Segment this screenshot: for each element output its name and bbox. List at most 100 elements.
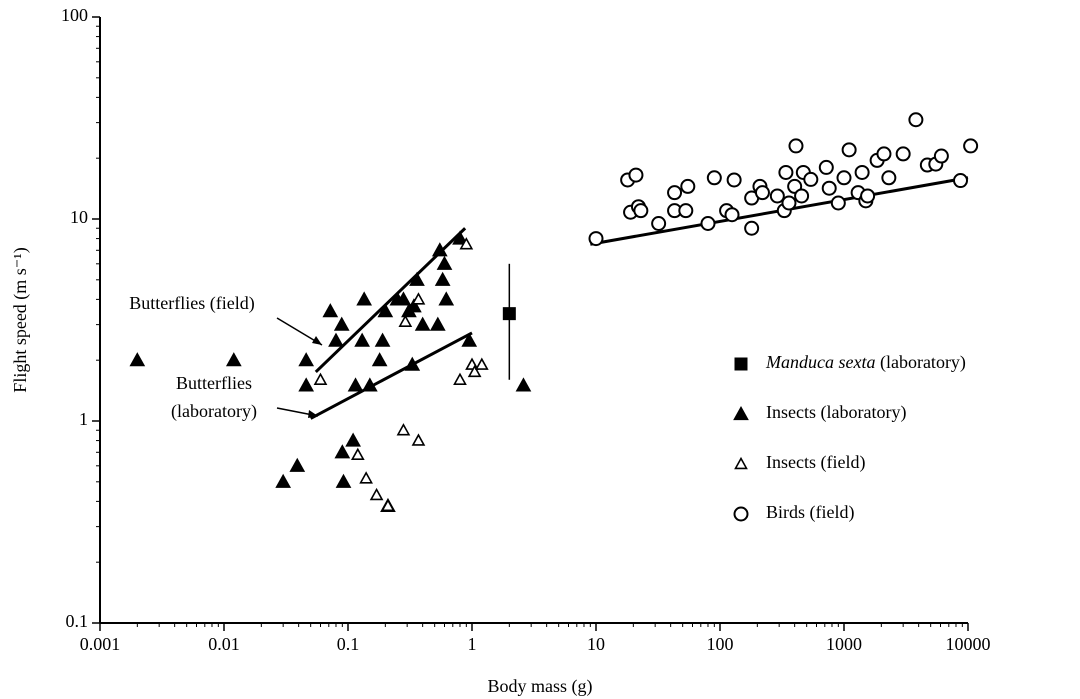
- triangle-marker: [371, 352, 388, 367]
- x-tick-label: 0.01: [208, 634, 240, 654]
- circle-marker: [933, 148, 949, 164]
- circle-marker: [788, 138, 804, 154]
- triangle-marker: [347, 377, 364, 392]
- triangle-marker: [434, 271, 451, 286]
- triangle-marker: [377, 303, 394, 318]
- triangle-marker: [436, 255, 453, 270]
- square-marker: [502, 307, 516, 321]
- circle-marker: [651, 215, 667, 231]
- triangle-marker: [335, 473, 352, 488]
- circle-marker: [769, 188, 785, 204]
- annotation: Butterflies: [176, 373, 252, 393]
- triangle-marker: [395, 291, 412, 306]
- triangle-marker: [359, 471, 373, 484]
- triangle-marker: [381, 498, 395, 512]
- triangle-marker: [328, 332, 344, 347]
- circle-marker: [633, 203, 649, 219]
- triangle-marker: [333, 316, 350, 331]
- circle-marker: [876, 146, 892, 162]
- legend-label: Birds (field): [766, 502, 854, 523]
- triangle-marker: [289, 457, 306, 472]
- y-tick-label: 0.1: [66, 611, 89, 631]
- triangle-marker: [374, 332, 391, 347]
- x-tick-label: 10: [587, 634, 605, 654]
- triangle-marker: [313, 372, 328, 385]
- x-tick-label: 0.001: [80, 634, 121, 654]
- x-tick-label: 1000: [826, 634, 862, 654]
- circle-marker: [908, 112, 924, 128]
- triangle-marker: [398, 314, 413, 327]
- triangle-marker: [275, 473, 292, 488]
- triangle-marker: [467, 364, 482, 378]
- legend-marker: [734, 456, 748, 470]
- circle-marker: [778, 164, 794, 180]
- circle-marker: [963, 138, 979, 154]
- legend-marker: [733, 506, 749, 522]
- circle-marker: [724, 207, 740, 223]
- triangle-marker: [452, 230, 468, 245]
- triangle-marker: [354, 332, 370, 347]
- circle-marker: [706, 170, 722, 186]
- triangle-marker: [396, 423, 411, 436]
- legend-label: Insects (field): [766, 452, 865, 473]
- circle-marker: [754, 185, 770, 201]
- circle-marker: [881, 170, 897, 186]
- triangle-marker: [298, 352, 315, 367]
- legend-label: Manduca sexta (laboratory): [765, 352, 966, 373]
- triangle-marker: [453, 372, 467, 385]
- circle-marker: [830, 195, 846, 211]
- triangle-marker: [361, 377, 378, 392]
- triangle-marker: [356, 291, 373, 306]
- triangle-marker: [345, 432, 361, 447]
- circle-marker: [953, 173, 969, 189]
- circle-marker: [744, 220, 760, 236]
- triangle-marker: [322, 303, 339, 318]
- triangle-marker: [459, 237, 474, 250]
- triangle-marker: [404, 356, 421, 371]
- x-tick-label: 0.1: [337, 634, 360, 654]
- circle-marker: [588, 231, 604, 247]
- legend-label-rest: (laboratory): [875, 352, 965, 373]
- circle-marker: [818, 159, 834, 175]
- circle-marker: [726, 172, 742, 188]
- circle-marker: [781, 195, 797, 211]
- triangle-marker: [350, 447, 365, 461]
- circle-marker: [700, 215, 716, 231]
- triangle-marker: [461, 332, 478, 347]
- triangle-marker: [225, 352, 242, 367]
- triangle-marker: [411, 292, 426, 305]
- triangle-marker: [406, 298, 422, 313]
- circle-marker: [860, 188, 876, 204]
- circle-marker: [836, 170, 852, 186]
- arrow-head: [312, 336, 322, 345]
- x-tick-label: 1: [468, 634, 477, 654]
- legend-marker: [733, 405, 749, 421]
- triangle-marker: [298, 377, 315, 392]
- triangle-marker: [438, 291, 455, 306]
- triangle-marker: [431, 242, 448, 257]
- circle-marker: [841, 142, 857, 158]
- triangle-marker: [411, 433, 426, 446]
- circle-marker: [794, 188, 810, 204]
- triangle-marker: [474, 357, 489, 370]
- triangle-marker: [429, 316, 446, 331]
- circle-marker: [628, 167, 644, 183]
- circle-marker: [803, 171, 819, 187]
- y-axis-label: Flight speed (m s⁻¹): [10, 247, 31, 392]
- legend-label-italic: Manduca sexta: [765, 352, 875, 372]
- annotation: (laboratory): [171, 401, 257, 422]
- y-tick-label: 100: [61, 5, 88, 25]
- circle-marker: [680, 178, 696, 194]
- y-tick-label: 1: [79, 409, 88, 429]
- circle-marker: [854, 164, 870, 180]
- triangle-marker: [515, 377, 532, 392]
- circle-marker: [678, 203, 694, 219]
- circle-marker: [667, 185, 683, 201]
- circle-marker: [895, 146, 911, 162]
- triangle-marker: [334, 444, 351, 459]
- triangle-marker: [414, 316, 431, 331]
- triangle-marker: [409, 271, 425, 286]
- x-tick-label: 100: [707, 634, 734, 654]
- legend-label: Insects (laboratory): [766, 402, 906, 423]
